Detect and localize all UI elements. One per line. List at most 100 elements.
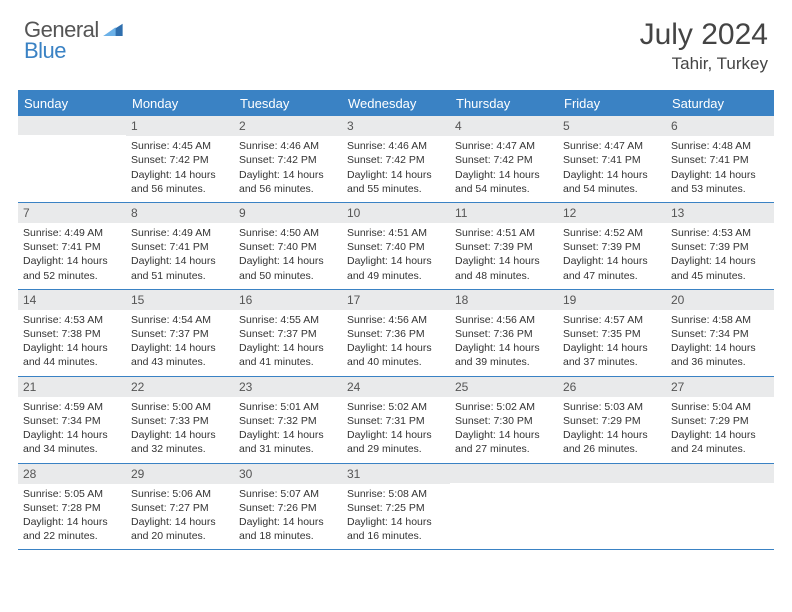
title-block: July 2024 Tahir, Turkey <box>640 18 768 74</box>
sunset-text: Sunset: 7:40 PM <box>239 240 337 254</box>
week-row: 14Sunrise: 4:53 AMSunset: 7:38 PMDayligh… <box>18 290 774 377</box>
sunset-text: Sunset: 7:34 PM <box>671 327 769 341</box>
location: Tahir, Turkey <box>640 54 768 74</box>
day-cell: 20Sunrise: 4:58 AMSunset: 7:34 PMDayligh… <box>666 290 774 376</box>
sunset-text: Sunset: 7:30 PM <box>455 414 553 428</box>
sunset-text: Sunset: 7:40 PM <box>347 240 445 254</box>
day-body: Sunrise: 5:00 AMSunset: 7:33 PMDaylight:… <box>126 397 234 463</box>
weekday-thursday: Thursday <box>450 92 558 116</box>
sunset-text: Sunset: 7:39 PM <box>563 240 661 254</box>
weekday-tuesday: Tuesday <box>234 92 342 116</box>
sunset-text: Sunset: 7:37 PM <box>239 327 337 341</box>
sunrise-text: Sunrise: 4:52 AM <box>563 226 661 240</box>
day-cell-empty <box>558 464 666 550</box>
weeks-container: 1Sunrise: 4:45 AMSunset: 7:42 PMDaylight… <box>18 116 774 550</box>
day-cell: 9 Sunrise: 4:50 AMSunset: 7:40 PMDaylight… <box>234 203 342 289</box>
day-number: 14 <box>18 290 126 310</box>
sunset-text: Sunset: 7:29 PM <box>671 414 769 428</box>
sunrise-text: Sunrise: 5:03 AM <box>563 400 661 414</box>
day-number: 30 <box>234 464 342 484</box>
day-cell: 10Sunrise: 4:51 AMSunset: 7:40 PMDayligh… <box>342 203 450 289</box>
weekday-wednesday: Wednesday <box>342 92 450 116</box>
day-number: 18 <box>450 290 558 310</box>
day-cell: 12 Sunrise: 4:52 AMSunset: 7:39 PMDayligh… <box>558 203 666 289</box>
sunset-text: Sunset: 7:25 PM <box>347 501 445 515</box>
sunset-text: Sunset: 7:31 PM <box>347 414 445 428</box>
sunset-text: Sunset: 7:42 PM <box>455 153 553 167</box>
day-body: Sunrise: 4:45 AMSunset: 7:42 PMDaylight:… <box>126 136 234 202</box>
weekday-monday: Monday <box>126 92 234 116</box>
sunset-text: Sunset: 7:37 PM <box>131 327 229 341</box>
day-body: Sunrise: 5:05 AMSunset: 7:28 PMDaylight:… <box>18 484 126 550</box>
day-body: Sunrise: 4:57 AMSunset: 7:35 PMDaylight:… <box>558 310 666 376</box>
daylight-text: Daylight: 14 hours and 48 minutes. <box>455 254 553 282</box>
day-cell: 28Sunrise: 5:05 AMSunset: 7:28 PMDayligh… <box>18 464 126 550</box>
day-cell: 2Sunrise: 4:46 AMSunset: 7:42 PMDaylight… <box>234 116 342 202</box>
day-number: 22 <box>126 377 234 397</box>
daylight-text: Daylight: 14 hours and 52 minutes. <box>23 254 121 282</box>
day-number: 12 <box>558 203 666 223</box>
day-number <box>18 116 126 135</box>
sunset-text: Sunset: 7:26 PM <box>239 501 337 515</box>
sunrise-text: Sunrise: 4:56 AM <box>347 313 445 327</box>
sunset-text: Sunset: 7:41 PM <box>563 153 661 167</box>
weekday-saturday: Saturday <box>666 92 774 116</box>
daylight-text: Daylight: 14 hours and 56 minutes. <box>239 168 337 196</box>
day-body: Sunrise: 4:47 AMSunset: 7:41 PMDaylight:… <box>558 136 666 202</box>
sunrise-text: Sunrise: 5:06 AM <box>131 487 229 501</box>
sunrise-text: Sunrise: 4:45 AM <box>131 139 229 153</box>
daylight-text: Daylight: 14 hours and 50 minutes. <box>239 254 337 282</box>
day-body <box>450 483 558 492</box>
day-cell: 17Sunrise: 4:56 AMSunset: 7:36 PMDayligh… <box>342 290 450 376</box>
daylight-text: Daylight: 14 hours and 18 minutes. <box>239 515 337 543</box>
day-number <box>450 464 558 483</box>
day-body: Sunrise: 4:46 AMSunset: 7:42 PMDaylight:… <box>234 136 342 202</box>
day-body <box>18 135 126 144</box>
day-number: 25 <box>450 377 558 397</box>
day-cell: 15Sunrise: 4:54 AMSunset: 7:37 PMDayligh… <box>126 290 234 376</box>
sunrise-text: Sunrise: 5:02 AM <box>347 400 445 414</box>
day-cell: 30 Sunrise: 5:07 AMSunset: 7:26 PMDayligh… <box>234 464 342 550</box>
daylight-text: Daylight: 14 hours and 47 minutes. <box>563 254 661 282</box>
day-cell: 3Sunrise: 4:46 AMSunset: 7:42 PMDaylight… <box>342 116 450 202</box>
logo: GeneralBlue <box>24 18 123 62</box>
sunset-text: Sunset: 7:41 PM <box>23 240 121 254</box>
daylight-text: Daylight: 14 hours and 45 minutes. <box>671 254 769 282</box>
daylight-text: Daylight: 14 hours and 39 minutes. <box>455 341 553 369</box>
week-row: 28Sunrise: 5:05 AMSunset: 7:28 PMDayligh… <box>18 464 774 551</box>
daylight-text: Daylight: 14 hours and 43 minutes. <box>131 341 229 369</box>
daylight-text: Daylight: 14 hours and 29 minutes. <box>347 428 445 456</box>
sunrise-text: Sunrise: 4:50 AM <box>239 226 337 240</box>
day-body <box>558 483 666 492</box>
day-body: Sunrise: 5:08 AMSunset: 7:25 PMDaylight:… <box>342 484 450 550</box>
daylight-text: Daylight: 14 hours and 31 minutes. <box>239 428 337 456</box>
day-body: Sunrise: 4:53 AMSunset: 7:38 PMDaylight:… <box>18 310 126 376</box>
day-number <box>558 464 666 483</box>
day-cell: 11Sunrise: 4:51 AMSunset: 7:39 PMDayligh… <box>450 203 558 289</box>
day-body: Sunrise: 4:49 AMSunset: 7:41 PMDaylight:… <box>126 223 234 289</box>
day-number: 13 <box>666 203 774 223</box>
day-cell-empty <box>450 464 558 550</box>
day-number: 11 <box>450 203 558 223</box>
sunset-text: Sunset: 7:42 PM <box>131 153 229 167</box>
sunrise-text: Sunrise: 5:04 AM <box>671 400 769 414</box>
day-number: 7 <box>18 203 126 223</box>
sunrise-text: Sunrise: 5:01 AM <box>239 400 337 414</box>
day-number: 8 <box>126 203 234 223</box>
day-number: 24 <box>342 377 450 397</box>
day-number: 9 <box>234 203 342 223</box>
day-body: Sunrise: 5:01 AMSunset: 7:32 PMDaylight:… <box>234 397 342 463</box>
sunrise-text: Sunrise: 4:47 AM <box>563 139 661 153</box>
sunrise-text: Sunrise: 4:56 AM <box>455 313 553 327</box>
day-cell: 29Sunrise: 5:06 AMSunset: 7:27 PMDayligh… <box>126 464 234 550</box>
day-body: Sunrise: 4:55 AMSunset: 7:37 PMDaylight:… <box>234 310 342 376</box>
day-body: Sunrise: 4:49 AMSunset: 7:41 PMDaylight:… <box>18 223 126 289</box>
day-body: Sunrise: 4:51 AMSunset: 7:40 PMDaylight:… <box>342 223 450 289</box>
day-cell: 7Sunrise: 4:49 AMSunset: 7:41 PMDaylight… <box>18 203 126 289</box>
day-body: Sunrise: 4:56 AMSunset: 7:36 PMDaylight:… <box>450 310 558 376</box>
sunrise-text: Sunrise: 5:07 AM <box>239 487 337 501</box>
sunset-text: Sunset: 7:33 PM <box>131 414 229 428</box>
day-cell: 6Sunrise: 4:48 AMSunset: 7:41 PMDaylight… <box>666 116 774 202</box>
week-row: 7Sunrise: 4:49 AMSunset: 7:41 PMDaylight… <box>18 203 774 290</box>
day-body: Sunrise: 5:03 AMSunset: 7:29 PMDaylight:… <box>558 397 666 463</box>
